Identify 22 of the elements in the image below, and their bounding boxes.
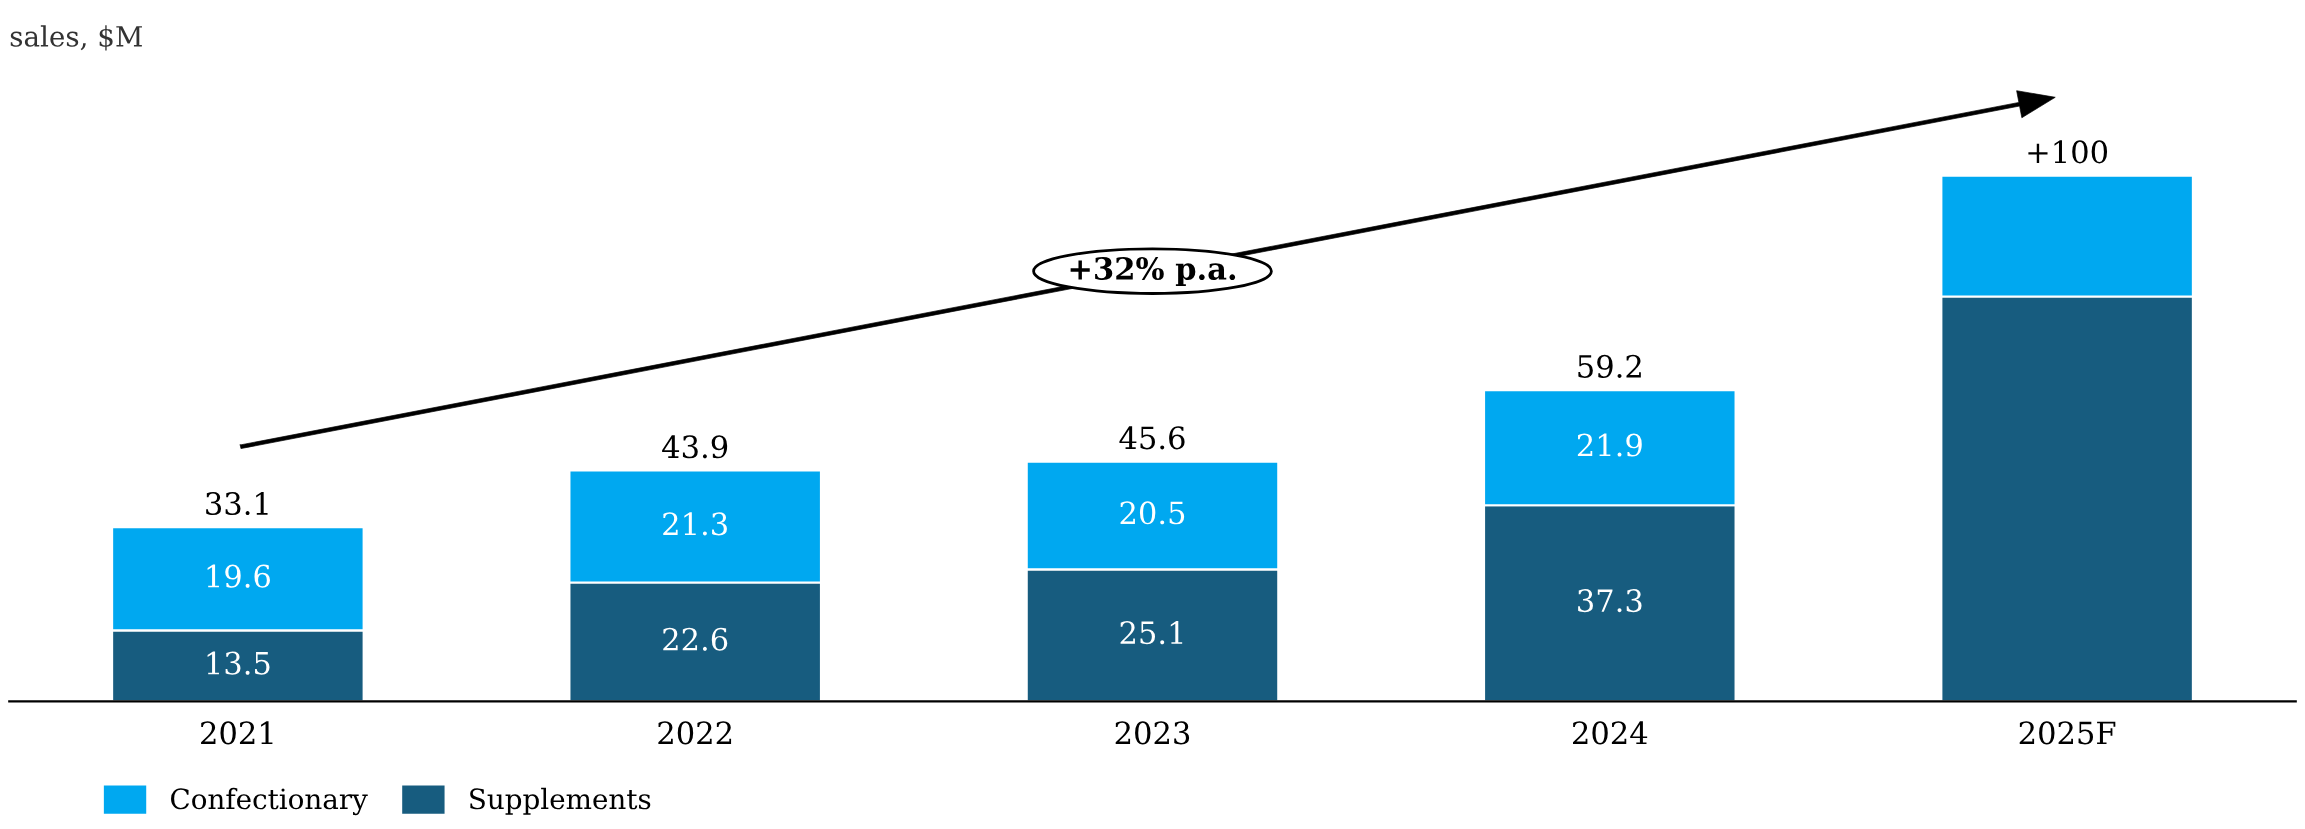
annotation: +32% p.a. (1070, 256, 1236, 286)
total-label: 45.6 (1119, 426, 1185, 450)
x-tick-label: 2025F (2019, 721, 2116, 745)
x-tick-label: 2023 (1115, 721, 1190, 745)
data-label: 21.3 (663, 512, 727, 536)
legend-label: Confectionary (171, 787, 368, 816)
data-label: 20.5 (1120, 501, 1185, 525)
legend-label: Supplements (470, 787, 651, 815)
total-label: 33.1 (206, 491, 268, 516)
data-label: 21.9 (1577, 433, 1642, 457)
chart-title: sales, $M (10, 25, 142, 51)
x-tick-label: 2021 (201, 721, 273, 745)
data-label: 25.1 (1120, 621, 1183, 645)
total-label: +100 (2028, 140, 2108, 164)
x-tick-label: 2024 (1573, 721, 1648, 745)
data-label: 13.5 (207, 651, 270, 675)
data-label: 37.3 (1578, 589, 1642, 613)
data-label: 19.6 (207, 564, 270, 588)
data-label: 22.6 (663, 627, 728, 651)
total-label: 59.2 (1578, 354, 1641, 378)
x-tick-label: 2022 (658, 721, 732, 745)
total-label: 43.9 (662, 435, 728, 459)
